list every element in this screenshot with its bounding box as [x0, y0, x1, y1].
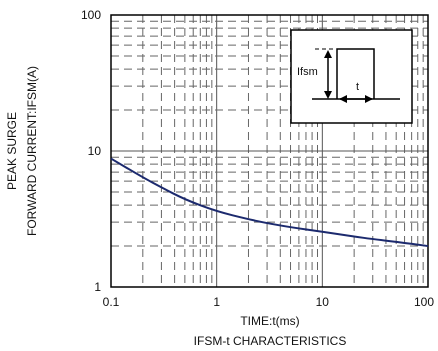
x-tick-labels: 0.1 1 10 100 — [103, 295, 435, 309]
inset-pulse — [336, 48, 375, 99]
x-tick-label: 0.1 — [103, 295, 120, 309]
y-axis-label: PEAK SURGE FORWARD CURRENT:IFSM(A) — [5, 66, 39, 236]
inset-box — [290, 29, 413, 124]
x-tick-label: 10 — [316, 295, 330, 309]
inset-ifsm-arrow-head-up — [324, 50, 332, 58]
y-tick-label: 10 — [88, 144, 102, 158]
x-tick-label: 1 — [213, 295, 220, 309]
y-axis-label-line2: FORWARD CURRENT:IFSM(A) — [25, 66, 39, 236]
y-tick-label: 1 — [94, 280, 101, 294]
inset-t-arrow-head-right — [365, 95, 373, 103]
y-tick-labels: 1 10 100 — [81, 8, 101, 294]
y-axis-label-line1: PEAK SURGE — [5, 112, 19, 190]
inset-t-label: t — [356, 81, 359, 93]
inset-diagram: Ifsm t — [290, 29, 413, 124]
x-axis-label: TIME:t(ms) — [240, 314, 299, 328]
y-tick-label: 100 — [81, 8, 101, 22]
x-tick-label: 100 — [414, 295, 434, 309]
inset-ifsm-arrow-head-down — [324, 91, 332, 99]
inset-t-arrow-head-left — [339, 95, 347, 103]
chart-title: IFSM-t CHARACTERISTICS — [194, 334, 347, 348]
inset-ifsm-label: Ifsm — [297, 66, 318, 78]
series-layer — [110, 157, 429, 248]
series-line — [110, 157, 429, 248]
plot-frame — [110, 14, 429, 288]
